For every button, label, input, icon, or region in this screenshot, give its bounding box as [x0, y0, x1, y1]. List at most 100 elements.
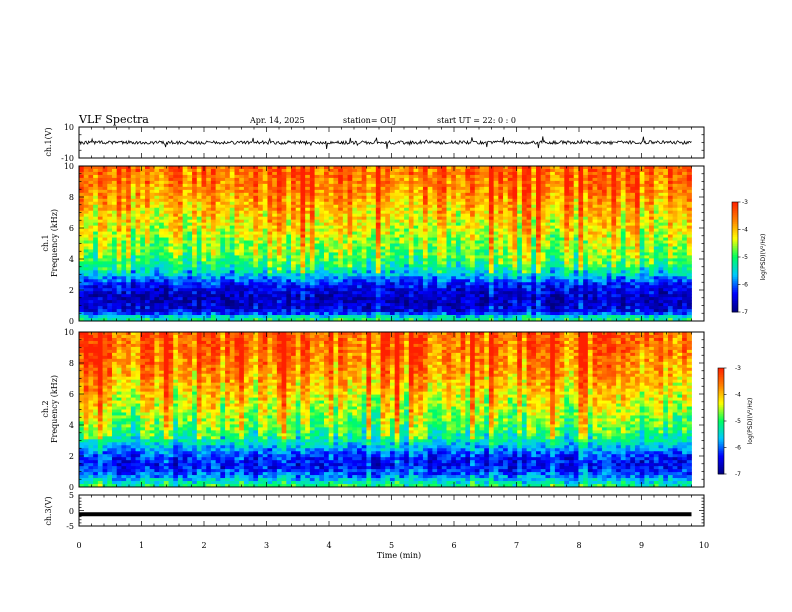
ch1-spectrogram-cell	[229, 252, 235, 256]
ch1-spectrogram-cell	[347, 249, 353, 253]
ch1-spectrogram-cell	[460, 240, 466, 244]
ch1-spectrogram-cell	[281, 171, 287, 176]
ch1-spectrogram-cell	[531, 192, 537, 197]
ch1-spectrogram-cell	[644, 261, 650, 265]
ch1-spectrogram-cell	[380, 171, 386, 176]
ch1-spectrogram-cell	[569, 207, 575, 212]
ch1-spectrogram-cell	[333, 267, 339, 271]
ch1-spectrogram-cell	[446, 261, 452, 265]
ch1-spectrogram-cell	[663, 222, 669, 227]
ch1-spectrogram-cell	[300, 249, 306, 253]
ch1-spectrogram-cell	[677, 255, 683, 259]
ch1-spectrogram-cell	[196, 270, 202, 274]
ch1-spectrogram-cell	[432, 174, 438, 179]
ch1-spectrogram-cell	[177, 264, 184, 268]
ch1-spectrogram-cell	[470, 258, 476, 262]
ch1-spectrogram-cell	[597, 264, 603, 268]
ch1-spectrogram-cell	[201, 249, 207, 253]
ch1-spectrogram-cell	[569, 177, 575, 182]
ch1-spectrogram-cell	[210, 216, 217, 221]
ch1-spectrogram-cell	[663, 267, 669, 271]
ch1-spectrogram-cell	[663, 168, 669, 173]
ch1-spectrogram-cell	[597, 171, 603, 176]
ch1-spectrogram-cell	[234, 186, 240, 191]
ch1-spectrogram-cell	[79, 177, 85, 182]
ch1-spectrogram-cell	[639, 255, 645, 259]
ch1-spectrogram-cell	[116, 186, 122, 191]
ch1-spectrogram-cell	[479, 225, 485, 229]
ch1-spectrogram-cell	[102, 210, 108, 215]
ch1-spectrogram-cell	[262, 219, 268, 224]
ch1-spectrogram-cell	[601, 240, 608, 244]
ch1-spectrogram-cell	[404, 171, 410, 176]
ch1-spectrogram-cell	[531, 210, 537, 215]
ch1-spectrogram-cell	[399, 216, 405, 221]
ch1-spectrogram-cell	[479, 171, 485, 176]
ch1-spectrogram-cell	[498, 240, 504, 244]
ch1-spectrogram-cell	[352, 213, 358, 218]
ch1-spectrogram-cell	[366, 270, 372, 274]
ch1-spectrogram-cell	[140, 261, 146, 265]
ch1-spectrogram-cell	[210, 234, 217, 238]
ch1-spectrogram-cell	[441, 171, 447, 176]
ch1-spectrogram-cell	[380, 261, 386, 265]
ch1-spectrogram-cell	[352, 222, 358, 227]
ch1-spectrogram-cell	[262, 195, 268, 200]
ch1-spectrogram-cell	[267, 252, 273, 256]
ch1-spectrogram-cell	[507, 213, 513, 218]
ch1-spectrogram-cell	[606, 267, 612, 271]
ch1-spectrogram-cell	[630, 189, 636, 194]
ch1-spectrogram-cell	[88, 264, 94, 268]
ch1-spectrogram-cell	[540, 246, 546, 250]
ch1-spectrogram-cell	[451, 243, 457, 247]
ch1-spectrogram-cell	[682, 183, 688, 188]
ch1-spectrogram-cell	[267, 246, 273, 250]
ch1-spectrogram-cell	[413, 204, 419, 209]
ch1-spectrogram-cell	[432, 246, 438, 250]
ch1-spectrogram-cell	[460, 174, 466, 179]
ch1-spectrogram-cell	[126, 273, 132, 277]
ch1-spectrogram-cell	[658, 246, 664, 250]
ch1-spectrogram-cell	[649, 261, 655, 265]
ch1-spectrogram-cell	[634, 216, 641, 221]
ch1-spectrogram-cell	[606, 270, 612, 274]
ch1-spectrogram-cell	[517, 240, 523, 244]
ch1-spectrogram-cell	[159, 273, 165, 277]
ch1-spectrogram-cell	[88, 174, 94, 179]
ch1-spectrogram-cell	[625, 228, 631, 232]
ch1-spectrogram-cell	[569, 168, 575, 173]
ch1-spectrogram-cell	[361, 198, 367, 203]
ch1-spectrogram-cell	[592, 168, 598, 173]
ch1-spectrogram-cell	[488, 207, 495, 212]
ch1-spectrogram-cell	[686, 195, 692, 200]
ch1-spectrogram-cell	[159, 243, 165, 247]
ch1-spectrogram-cell	[677, 189, 683, 194]
ch1-spectrogram-cell	[173, 240, 179, 244]
ch1-spectrogram-cell	[399, 270, 405, 274]
ch1-spectrogram-cell	[418, 174, 424, 179]
ch1-spectrogram-cell	[554, 204, 560, 209]
ch1-spectrogram-cell	[253, 246, 259, 250]
ch1-spectrogram-cell	[356, 201, 363, 206]
ch1-spectrogram-cell	[413, 210, 419, 215]
ch1-spectrogram-cell	[479, 210, 485, 215]
ch1-spectrogram-cell	[437, 267, 443, 271]
ch1-spectrogram-cell	[389, 255, 396, 259]
ch1-spectrogram-cell	[380, 207, 386, 212]
ch1-spectrogram-cell	[427, 189, 433, 194]
ch1-spectrogram-cell	[361, 201, 367, 206]
ch1-spectrogram-cell	[606, 225, 612, 229]
ch1-spectrogram-cell	[347, 225, 353, 229]
ch1-spectrogram-cell	[126, 204, 132, 209]
ch1-spectrogram-cell	[356, 243, 363, 247]
ch1-spectrogram-cell	[663, 174, 669, 179]
ch1-spectrogram-cell	[126, 228, 132, 232]
ch1-spectrogram-cell	[460, 237, 466, 241]
ch1-spectrogram-cell	[474, 222, 480, 227]
ch1-spectrogram-cell	[446, 204, 452, 209]
ch1-spectrogram-cell	[182, 180, 188, 185]
ch1-spectrogram-cell	[620, 258, 626, 262]
ch1-spectrogram-cell	[154, 267, 160, 271]
ch1-spectrogram-cell	[545, 234, 551, 238]
ch1-spectrogram-cell	[531, 207, 537, 212]
